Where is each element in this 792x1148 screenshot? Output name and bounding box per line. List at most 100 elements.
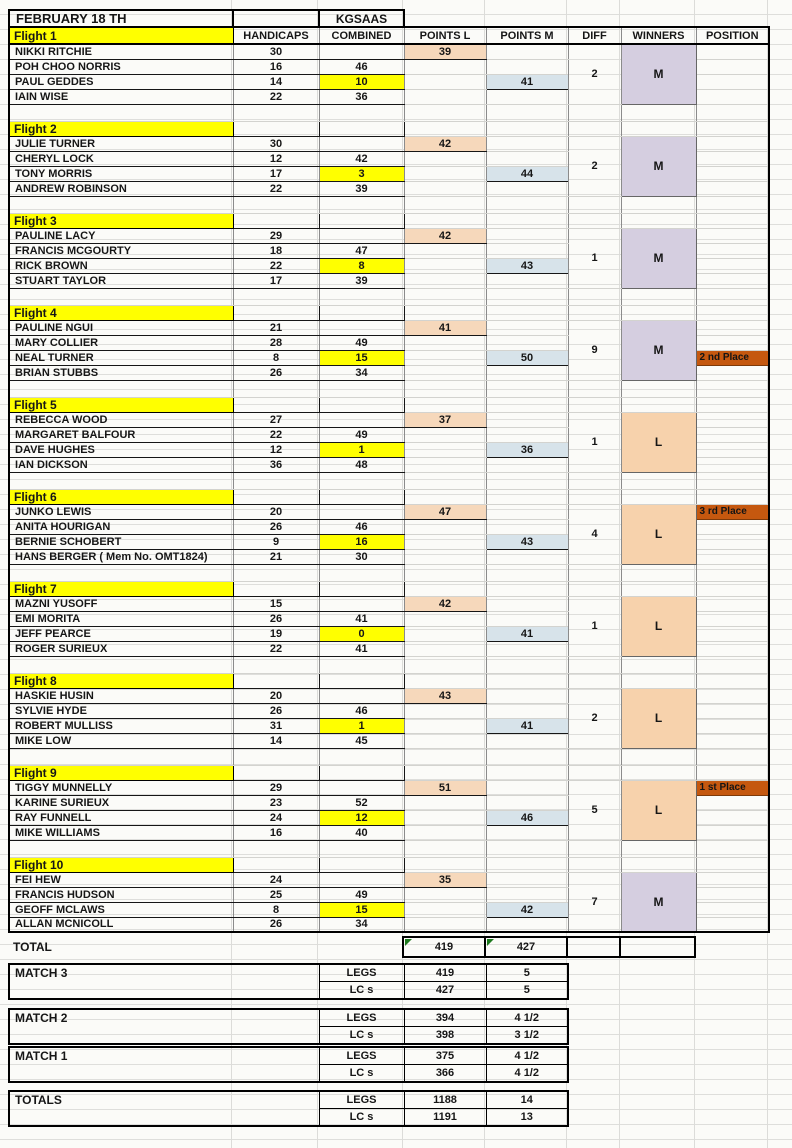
flight-header-cell[interactable]: Flight 10 — [8, 856, 234, 873]
points-m-cell[interactable] — [485, 611, 569, 627]
empty-cell[interactable] — [8, 196, 234, 214]
winners-cell[interactable]: L — [620, 779, 697, 841]
empty-cell[interactable] — [403, 305, 487, 321]
match-value-cell[interactable]: 419 — [403, 963, 487, 982]
handicap-cell[interactable]: 8 — [232, 902, 320, 918]
empty-cell[interactable] — [485, 380, 569, 398]
empty-cell[interactable] — [695, 857, 770, 873]
empty-cell[interactable] — [567, 305, 622, 321]
position-cell[interactable] — [695, 365, 770, 381]
handicap-cell[interactable]: 29 — [232, 228, 320, 244]
combined-cell[interactable]: 39 — [318, 181, 405, 197]
position-cell[interactable] — [695, 718, 770, 734]
handicap-cell[interactable]: 26 — [232, 519, 320, 535]
diff-cell[interactable]: 4 — [567, 504, 622, 565]
match-key-cell[interactable]: LC s — [318, 981, 405, 1000]
position-cell[interactable] — [695, 166, 770, 182]
empty-cell[interactable] — [318, 564, 405, 582]
empty-cell[interactable] — [232, 840, 320, 858]
column-header-winners[interactable]: WINNERS — [620, 27, 697, 45]
empty-cell[interactable] — [403, 564, 487, 582]
player-name-cell[interactable]: EMI MORITA — [8, 611, 234, 627]
position-cell[interactable] — [695, 151, 770, 167]
match-score-cell[interactable]: 4 1/2 — [485, 1046, 569, 1065]
handicap-cell[interactable]: 26 — [232, 703, 320, 719]
empty-cell[interactable] — [8, 104, 234, 122]
combined-cell[interactable]: 47 — [318, 243, 405, 259]
empty-cell[interactable] — [695, 288, 770, 306]
empty-cell[interactable] — [620, 305, 697, 321]
combined-cell[interactable]: 39 — [318, 273, 405, 289]
handicap-cell[interactable]: 17 — [232, 273, 320, 289]
empty-cell[interactable] — [620, 104, 697, 122]
points-m-cell[interactable]: 50 — [485, 350, 569, 366]
points-l-cell[interactable] — [403, 718, 487, 734]
player-name-cell[interactable]: HASKIE HUSIN — [8, 688, 234, 704]
empty-cell[interactable] — [567, 581, 622, 597]
points-m-cell[interactable] — [485, 641, 569, 657]
match-score-cell[interactable]: 5 — [485, 981, 569, 1000]
points-l-cell[interactable] — [403, 442, 487, 458]
player-name-cell[interactable]: SYLVIE HYDE — [8, 703, 234, 719]
empty-cell[interactable] — [485, 288, 569, 306]
diff-cell[interactable]: 2 — [567, 688, 622, 749]
position-cell[interactable] — [695, 44, 770, 60]
points-l-cell[interactable]: 47 — [403, 504, 487, 520]
combined-cell[interactable] — [318, 596, 405, 612]
points-l-cell[interactable]: 42 — [403, 596, 487, 612]
empty-cell[interactable] — [567, 196, 622, 214]
empty-cell[interactable] — [232, 196, 320, 214]
points-m-cell[interactable] — [485, 795, 569, 811]
points-l-cell[interactable] — [403, 243, 487, 259]
points-l-cell[interactable] — [403, 457, 487, 473]
combined-cell[interactable]: 16 — [318, 534, 405, 550]
combined-cell[interactable] — [318, 872, 405, 888]
diff-cell[interactable]: 7 — [567, 872, 622, 933]
points-l-cell[interactable] — [403, 887, 487, 903]
empty-cell[interactable] — [403, 472, 487, 490]
player-name-cell[interactable]: NEAL TURNER — [8, 350, 234, 366]
position-cell[interactable] — [695, 596, 770, 612]
player-name-cell[interactable]: TIGGY MUNNELLY — [8, 780, 234, 796]
points-m-cell[interactable]: 43 — [485, 534, 569, 550]
diff-cell[interactable]: 9 — [567, 320, 622, 381]
handicap-cell[interactable]: 24 — [232, 810, 320, 826]
points-l-cell[interactable]: 51 — [403, 780, 487, 796]
combined-cell[interactable]: 8 — [318, 258, 405, 274]
combined-cell[interactable]: 46 — [318, 59, 405, 75]
player-name-cell[interactable]: GEOFF MCLAWS — [8, 902, 234, 918]
empty-cell[interactable] — [620, 564, 697, 582]
flight-header-cell[interactable]: Flight 1 — [8, 26, 234, 45]
points-l-cell[interactable] — [403, 902, 487, 918]
match-key-cell[interactable]: LEGS — [318, 1046, 405, 1065]
empty-cell[interactable] — [567, 765, 622, 781]
combined-cell[interactable]: 30 — [318, 549, 405, 565]
match-value-cell[interactable]: 1188 — [403, 1090, 487, 1109]
flight-header-cell[interactable]: Flight 5 — [8, 396, 234, 413]
points-l-cell[interactable] — [403, 350, 487, 366]
position-cell[interactable] — [695, 703, 770, 719]
combined-cell[interactable]: 46 — [318, 519, 405, 535]
diff-cell[interactable]: 5 — [567, 780, 622, 841]
match-label-cell[interactable]: MATCH 2 — [8, 1008, 320, 1045]
player-name-cell[interactable]: PAULINE NGUI — [8, 320, 234, 336]
winners-cell[interactable]: L — [620, 503, 697, 565]
position-cell[interactable] — [695, 534, 770, 550]
org-name-cell[interactable]: KGSAAS — [318, 9, 405, 28]
empty-cell[interactable] — [232, 937, 318, 957]
handicap-cell[interactable]: 30 — [232, 44, 320, 60]
empty-cell[interactable] — [567, 748, 622, 766]
points-m-cell[interactable]: 41 — [485, 74, 569, 90]
points-m-cell[interactable] — [485, 365, 569, 381]
combined-cell[interactable]: 45 — [318, 733, 405, 749]
empty-cell[interactable] — [403, 765, 487, 781]
points-l-cell[interactable] — [403, 74, 487, 90]
points-l-cell[interactable]: 35 — [403, 872, 487, 888]
empty-cell[interactable] — [620, 656, 697, 674]
player-name-cell[interactable]: RAY FUNNELL — [8, 810, 234, 826]
combined-cell[interactable]: 48 — [318, 457, 405, 473]
position-badge[interactable]: 1 st Place — [695, 780, 770, 796]
empty-cell[interactable] — [567, 656, 622, 674]
position-badge[interactable]: 3 rd Place — [695, 504, 770, 520]
combined-cell[interactable]: 1 — [318, 718, 405, 734]
